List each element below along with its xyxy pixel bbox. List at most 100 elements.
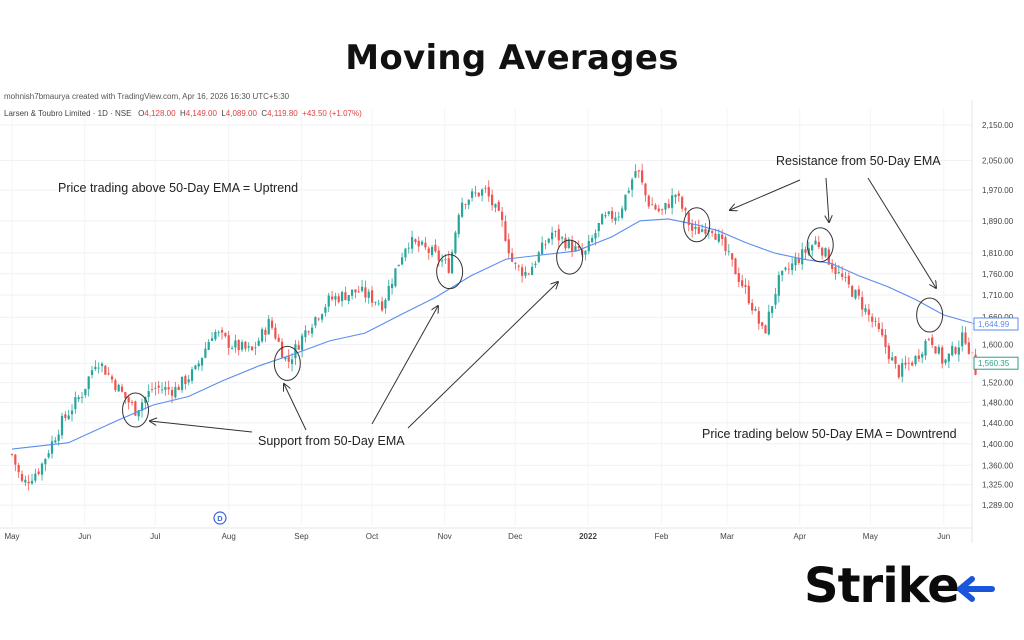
candle (334, 292, 337, 307)
candle (684, 207, 687, 217)
x-tick-label: May (863, 532, 878, 541)
candle (951, 341, 954, 357)
candle (327, 292, 330, 313)
y-tick-label: 1,710.00 (982, 291, 1014, 300)
y-tick-label: 1,890.00 (982, 217, 1014, 226)
candle (337, 293, 340, 304)
candle (894, 356, 897, 369)
candle (884, 329, 887, 354)
candle (434, 239, 437, 253)
candle (907, 357, 910, 371)
event-marker-label: D (217, 514, 223, 523)
candle (430, 244, 434, 258)
candle (864, 304, 867, 315)
candle (160, 382, 164, 394)
candle (711, 229, 714, 237)
candle (824, 247, 827, 258)
candle (244, 340, 247, 352)
candle (567, 237, 570, 250)
candle (167, 380, 170, 395)
dividend-marker-icon (213, 511, 227, 525)
candle (794, 252, 797, 272)
candle (354, 289, 357, 299)
candle (427, 246, 430, 260)
candle (604, 211, 607, 219)
candle (664, 202, 667, 215)
annotation-arrow (284, 384, 307, 431)
candle (744, 278, 747, 295)
x-axis: May Jun Jul Aug Sep Oct Nov Dec 2022 Feb Mar Apr May… (0, 527, 972, 541)
candle (897, 364, 900, 380)
x-tick-label: Nov (438, 532, 452, 541)
candle (551, 226, 554, 245)
candle (657, 204, 660, 213)
candle (727, 244, 730, 256)
candle (731, 253, 734, 267)
candle (257, 337, 260, 347)
candle (374, 301, 377, 306)
candle (691, 219, 694, 238)
annotation-arrow (826, 177, 829, 222)
candle (154, 382, 157, 396)
candle (207, 339, 210, 351)
candle (277, 334, 280, 343)
ohlc-high-label: H (179, 109, 186, 118)
candle (844, 271, 847, 282)
candle (490, 189, 494, 211)
candle (677, 190, 680, 202)
y-tick-label: 1,400.00 (982, 440, 1014, 449)
ohlc-legend: Larsen & Toubro Limited · 1D · NSE O4,12… (4, 109, 362, 118)
candle (410, 230, 414, 254)
candle (40, 462, 44, 481)
candle (307, 330, 310, 335)
candle (237, 339, 240, 356)
candle (117, 383, 120, 392)
y-tick-label: 1,520.00 (982, 379, 1014, 388)
candle (871, 313, 874, 328)
price-tags: 1,644.99 1,560.35 (973, 317, 1019, 370)
candle (507, 233, 510, 260)
candle (360, 279, 364, 293)
candle (344, 286, 347, 301)
candle (647, 194, 650, 209)
candle (150, 382, 154, 393)
candle (497, 199, 500, 212)
candle (390, 278, 394, 295)
candle (671, 188, 674, 215)
candle (571, 235, 574, 258)
candle (77, 394, 80, 402)
y-tick-label: 1,289.00 (982, 501, 1014, 510)
candle (771, 306, 774, 319)
ohlc-close-value: 4,119.80 (267, 109, 298, 118)
candle (821, 246, 824, 260)
candle (851, 284, 854, 298)
candle (300, 333, 304, 358)
candle (240, 339, 244, 353)
candle (891, 352, 894, 361)
candle (787, 262, 790, 275)
candle (847, 272, 850, 289)
candle (547, 237, 550, 244)
annotation-resistance: Resistance from 50-Day EMA (776, 154, 941, 168)
candle (944, 358, 947, 366)
ohlc-high-value: 4,149.00 (185, 109, 217, 118)
candle (511, 248, 514, 263)
candle (554, 230, 557, 238)
annotation-arrow (371, 306, 438, 425)
annotation-downtrend: Price trading below 50-Day EMA = Downtre… (702, 427, 957, 441)
candle (784, 266, 787, 272)
candlestick-chart: 1,289.00 1,325.00 1,360.00 1,400.00 1,440.00… (0, 100, 1019, 543)
chart-grid (0, 108, 972, 525)
candle (954, 346, 957, 355)
y-tick-label: 1,360.00 (982, 461, 1014, 470)
candle (674, 194, 677, 205)
candle (94, 360, 97, 371)
x-tick-label: Aug (222, 532, 236, 541)
y-tick-label: 1,480.00 (982, 398, 1014, 407)
candle (480, 188, 484, 202)
touch-circle (273, 345, 301, 381)
candle (107, 367, 110, 376)
candle (607, 210, 610, 217)
candle (120, 383, 124, 393)
candle (424, 236, 427, 250)
